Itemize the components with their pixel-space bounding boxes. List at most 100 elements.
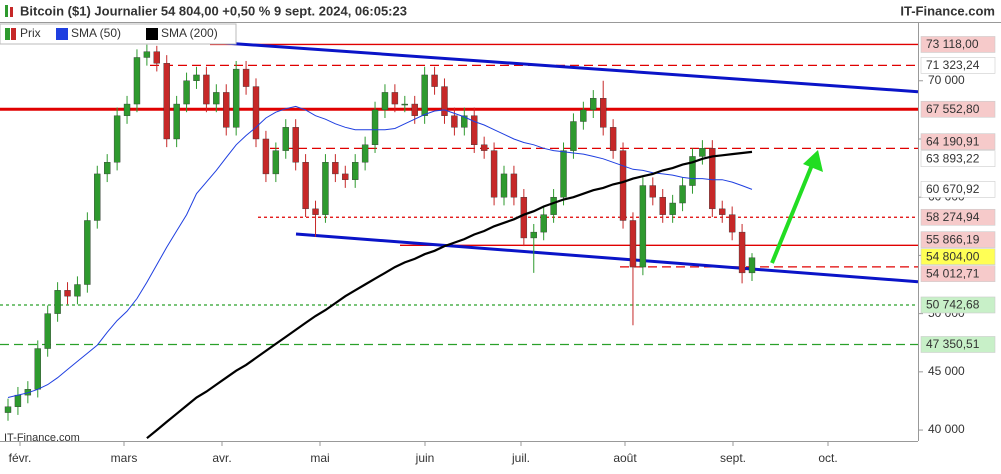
legend: Prix SMA (50) SMA (200) [0, 23, 237, 45]
candle-body [709, 148, 716, 210]
level-label-box [920, 208, 996, 226]
arrow-shaft [770, 164, 814, 264]
candle-body [391, 92, 399, 105]
arrow-head [803, 150, 823, 172]
candle-body [34, 348, 41, 390]
candle-body [74, 284, 81, 297]
candle-body [322, 162, 329, 215]
title-icon [10, 7, 13, 17]
candle-body [649, 185, 656, 198]
level-label: 73 118,00 [926, 37, 979, 51]
candle-body [669, 202, 676, 215]
candle-body [14, 394, 22, 407]
candle-body [639, 185, 647, 268]
candle-body [64, 290, 71, 297]
site-name: IT-Finance.com [900, 3, 995, 18]
candle-body [173, 103, 180, 140]
sma-line [146, 150, 753, 440]
candle-body [570, 121, 577, 151]
level-label: 47 350,51 [926, 337, 980, 351]
trendline [209, 40, 918, 94]
sma-line [7, 105, 753, 398]
candle-body [510, 173, 518, 198]
level-label: 55 866,19 [926, 232, 980, 246]
candle-body [550, 196, 557, 215]
candle-body [580, 109, 587, 122]
level-label-box [920, 57, 996, 74]
candle-body [54, 290, 61, 314]
candle-body [461, 115, 468, 128]
candle-body [262, 138, 270, 175]
candle-body [213, 92, 220, 105]
x-tick-label: févr. [9, 451, 32, 465]
level-label: 71 323,24 [926, 58, 980, 72]
x-tick-label: mars [111, 451, 138, 465]
candle-body [679, 185, 686, 204]
candle-body [312, 208, 319, 215]
level-label: 54 012,71 [926, 266, 980, 280]
level-label: 58 274,94 [926, 210, 980, 224]
trendline [295, 232, 918, 284]
legend-label: SMA (50) [71, 26, 121, 40]
legend-label: Prix [20, 26, 41, 40]
candle-body [203, 74, 210, 105]
level-label-box [920, 181, 996, 198]
candle-body [123, 103, 131, 116]
legend-icon [146, 28, 158, 40]
candle-body [153, 51, 161, 64]
candle-body [738, 231, 746, 274]
y-tick-label: 45 000 [928, 364, 965, 378]
candle-body [401, 103, 408, 106]
candle-body [84, 220, 91, 285]
candle-body [183, 80, 190, 105]
level-label-box [920, 100, 996, 118]
candle-body [332, 162, 339, 175]
candle-body [411, 103, 418, 116]
level-label-box [920, 133, 996, 150]
watermark: IT-Finance.com [4, 432, 80, 444]
candle-body [252, 86, 260, 140]
candle-body [619, 150, 627, 221]
candle-body [719, 208, 726, 215]
candle-body [44, 313, 51, 349]
candle-body [421, 74, 428, 116]
candle-body [480, 144, 488, 151]
candle-body [431, 74, 438, 87]
chart-title: Bitcoin ($1) Journalier 54 804,00 +0,50 … [20, 3, 407, 18]
candle-body [540, 214, 547, 233]
candle-body [103, 162, 111, 175]
x-tick-label: juin [415, 451, 435, 465]
candle-body [193, 74, 200, 81]
candle-body [292, 127, 299, 163]
candle-body [223, 92, 230, 128]
candle-body [748, 257, 756, 274]
level-label-box [920, 231, 996, 248]
candle-body [113, 115, 121, 163]
x-tick-label: août [613, 451, 637, 465]
title-icon [5, 5, 8, 17]
level-label-box [920, 296, 996, 314]
legend-icon [11, 28, 16, 40]
legend-label: SMA (200) [161, 26, 218, 40]
candle-body [629, 220, 637, 268]
arrow [770, 150, 823, 264]
candle-body [133, 57, 141, 105]
candle-body [381, 92, 389, 111]
candle-body [560, 150, 567, 198]
level-label-box [920, 36, 996, 53]
candle-body [352, 162, 359, 180]
candle-body [520, 196, 528, 239]
candle-body [143, 51, 151, 58]
candle-body [242, 68, 250, 87]
candle-body [4, 406, 12, 413]
candle-body [590, 98, 597, 111]
level-label: 63 893,22 [926, 151, 980, 165]
x-tick-label: sept. [720, 451, 746, 465]
candle-body [163, 63, 170, 140]
candle-body [600, 98, 607, 128]
candle-body [232, 68, 240, 128]
candle-body [530, 231, 537, 239]
candle-body [282, 127, 289, 151]
